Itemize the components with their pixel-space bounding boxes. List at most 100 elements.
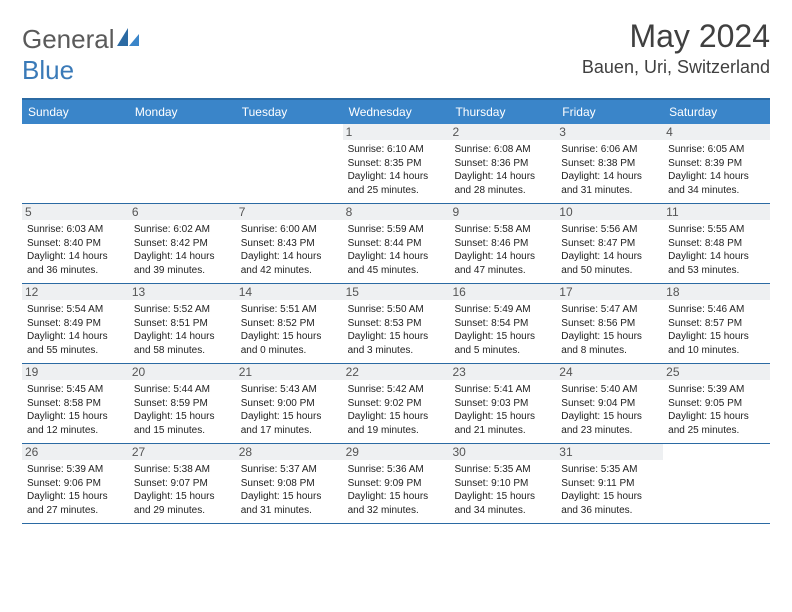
- day-number: 8: [343, 204, 450, 220]
- week-row: 5 Sunrise: 6:03 AMSunset: 8:40 PMDaylight…: [22, 204, 770, 284]
- day-cell: 7Sunrise: 6:00 AMSunset: 8:43 PMDaylight…: [236, 204, 343, 283]
- day-cell: 27 Sunrise: 5:38 AMSunset: 9:07 PMDayligh…: [129, 444, 236, 523]
- day-info: Sunrise: 6:05 AMSunset: 8:39 PMDaylight:…: [668, 143, 765, 197]
- day-number: 14: [236, 284, 343, 300]
- day-cell: 8Sunrise: 5:59 AMSunset: 8:44 PMDaylight…: [343, 204, 450, 283]
- day-cell: 15Sunrise: 5:50 AMSunset: 8:53 PMDayligh…: [343, 284, 450, 363]
- day-number: 19: [22, 364, 129, 380]
- day-number: 3: [556, 124, 663, 140]
- day-number: 15: [343, 284, 450, 300]
- day-number: 16: [449, 284, 556, 300]
- day-cell: 25Sunrise: 5:39 AMSunset: 9:05 PMDayligh…: [663, 364, 770, 443]
- day-info: Sunrise: 5:35 AMSunset: 9:11 PMDaylight:…: [561, 463, 658, 517]
- day-number: 20: [129, 364, 236, 380]
- day-info: Sunrise: 5:39 AMSunset: 9:06 PMDaylight:…: [27, 463, 124, 517]
- day-cell: 26Sunrise: 5:39 AMSunset: 9:06 PMDayligh…: [22, 444, 129, 523]
- day-info: Sunrise: 5:47 AMSunset: 8:56 PMDaylight:…: [561, 303, 658, 357]
- day-info: Sunrise: 6:06 AMSunset: 8:38 PMDaylight:…: [561, 143, 658, 197]
- day-info: Sunrise: 5:55 AMSunset: 8:48 PMDaylight:…: [668, 223, 765, 277]
- day-cell: 22 Sunrise: 5:42 AMSunset: 9:02 PMDayligh…: [343, 364, 450, 443]
- day-number: 23: [449, 364, 556, 380]
- day-number: 29: [343, 444, 450, 460]
- day-info: Sunrise: 5:44 AMSunset: 8:59 PMDaylight:…: [134, 383, 231, 437]
- day-cell: 17 Sunrise: 5:47 AMSunset: 8:56 PMDayligh…: [556, 284, 663, 363]
- day-number: 28: [236, 444, 343, 460]
- day-cell: 18 Sunrise: 5:46 AMSunset: 8:57 PMDayligh…: [663, 284, 770, 363]
- day-info: Sunrise: 5:35 AMSunset: 9:10 PMDaylight:…: [454, 463, 551, 517]
- day-number: 17: [556, 284, 663, 300]
- day-number: 30: [449, 444, 556, 460]
- day-info: Sunrise: 5:54 AMSunset: 8:49 PMDaylight:…: [27, 303, 124, 357]
- day-cell: 23 Sunrise: 5:41 AMSunset: 9:03 PMDayligh…: [449, 364, 556, 443]
- day-cell: [22, 124, 129, 203]
- day-number: 27: [129, 444, 236, 460]
- week-row: 1 Sunrise: 6:10 AMSunset: 8:35 PMDaylight…: [22, 124, 770, 204]
- day-info: Sunrise: 5:49 AMSunset: 8:54 PMDaylight:…: [454, 303, 551, 357]
- dayhead: Monday: [129, 100, 236, 124]
- day-cell: 1 Sunrise: 6:10 AMSunset: 8:35 PMDaylight…: [343, 124, 450, 203]
- dayhead: Tuesday: [236, 100, 343, 124]
- dayhead-row: SundayMondayTuesdayWednesdayThursdayFrid…: [22, 100, 770, 124]
- day-info: Sunrise: 6:02 AMSunset: 8:42 PMDaylight:…: [134, 223, 231, 277]
- day-number: 9: [449, 204, 556, 220]
- day-info: Sunrise: 5:40 AMSunset: 9:04 PMDaylight:…: [561, 383, 658, 437]
- day-info: Sunrise: 5:39 AMSunset: 9:05 PMDaylight:…: [668, 383, 765, 437]
- month-title: May 2024: [582, 18, 770, 55]
- day-cell: 2 Sunrise: 6:08 AMSunset: 8:36 PMDaylight…: [449, 124, 556, 203]
- day-cell: [129, 124, 236, 203]
- day-cell: 13 Sunrise: 5:52 AMSunset: 8:51 PMDayligh…: [129, 284, 236, 363]
- day-number: 18: [663, 284, 770, 300]
- day-cell: 9Sunrise: 5:58 AMSunset: 8:46 PMDaylight…: [449, 204, 556, 283]
- day-cell: 6Sunrise: 6:02 AMSunset: 8:42 PMDaylight…: [129, 204, 236, 283]
- logo: General Blue: [22, 18, 139, 86]
- day-info: Sunrise: 5:41 AMSunset: 9:03 PMDaylight:…: [454, 383, 551, 437]
- day-info: Sunrise: 5:52 AMSunset: 8:51 PMDaylight:…: [134, 303, 231, 357]
- day-cell: [663, 444, 770, 523]
- day-info: Sunrise: 5:43 AMSunset: 9:00 PMDaylight:…: [241, 383, 338, 437]
- day-cell: 16 Sunrise: 5:49 AMSunset: 8:54 PMDayligh…: [449, 284, 556, 363]
- day-info: Sunrise: 6:03 AMSunset: 8:40 PMDaylight:…: [27, 223, 124, 277]
- day-cell: 24 Sunrise: 5:40 AMSunset: 9:04 PMDayligh…: [556, 364, 663, 443]
- day-number: 4: [663, 124, 770, 140]
- header: General Blue May 2024 Bauen, Uri, Switze…: [22, 18, 770, 86]
- dayhead: Sunday: [22, 100, 129, 124]
- day-info: Sunrise: 5:38 AMSunset: 9:07 PMDaylight:…: [134, 463, 231, 517]
- day-cell: 30 Sunrise: 5:35 AMSunset: 9:10 PMDayligh…: [449, 444, 556, 523]
- day-info: Sunrise: 6:08 AMSunset: 8:36 PMDaylight:…: [454, 143, 551, 197]
- day-cell: 14 Sunrise: 5:51 AMSunset: 8:52 PMDayligh…: [236, 284, 343, 363]
- day-number: 10: [556, 204, 663, 220]
- dayhead: Saturday: [663, 100, 770, 124]
- day-cell: 5 Sunrise: 6:03 AMSunset: 8:40 PMDaylight…: [22, 204, 129, 283]
- calendar: SundayMondayTuesdayWednesdayThursdayFrid…: [22, 98, 770, 524]
- day-number: 24: [556, 364, 663, 380]
- dayhead: Friday: [556, 100, 663, 124]
- day-cell: 3 Sunrise: 6:06 AMSunset: 8:38 PMDaylight…: [556, 124, 663, 203]
- day-cell: [236, 124, 343, 203]
- day-cell: 21 Sunrise: 5:43 AMSunset: 9:00 PMDayligh…: [236, 364, 343, 443]
- title-block: May 2024 Bauen, Uri, Switzerland: [582, 18, 770, 78]
- dayhead: Thursday: [449, 100, 556, 124]
- logo-part2: Blue: [22, 55, 74, 85]
- day-cell: 20 Sunrise: 5:44 AMSunset: 8:59 PMDayligh…: [129, 364, 236, 443]
- day-cell: 28Sunrise: 5:37 AMSunset: 9:08 PMDayligh…: [236, 444, 343, 523]
- day-cell: 19Sunrise: 5:45 AMSunset: 8:58 PMDayligh…: [22, 364, 129, 443]
- day-number: 2: [449, 124, 556, 140]
- day-cell: 10 Sunrise: 5:56 AMSunset: 8:47 PMDayligh…: [556, 204, 663, 283]
- day-info: Sunrise: 5:42 AMSunset: 9:02 PMDaylight:…: [348, 383, 445, 437]
- location: Bauen, Uri, Switzerland: [582, 57, 770, 78]
- day-number: 13: [129, 284, 236, 300]
- day-info: Sunrise: 5:51 AMSunset: 8:52 PMDaylight:…: [241, 303, 338, 357]
- day-info: Sunrise: 5:46 AMSunset: 8:57 PMDaylight:…: [668, 303, 765, 357]
- day-cell: 12Sunrise: 5:54 AMSunset: 8:49 PMDayligh…: [22, 284, 129, 363]
- day-number: 5: [22, 204, 129, 220]
- day-info: Sunrise: 5:56 AMSunset: 8:47 PMDaylight:…: [561, 223, 658, 277]
- day-number: 22: [343, 364, 450, 380]
- day-number: 21: [236, 364, 343, 380]
- day-number: 1: [343, 124, 450, 140]
- day-number: 7: [236, 204, 343, 220]
- week-row: 12Sunrise: 5:54 AMSunset: 8:49 PMDayligh…: [22, 284, 770, 364]
- logo-part1: General: [22, 24, 115, 54]
- week-row: 19Sunrise: 5:45 AMSunset: 8:58 PMDayligh…: [22, 364, 770, 444]
- day-cell: 4 Sunrise: 6:05 AMSunset: 8:39 PMDaylight…: [663, 124, 770, 203]
- day-info: Sunrise: 6:10 AMSunset: 8:35 PMDaylight:…: [348, 143, 445, 197]
